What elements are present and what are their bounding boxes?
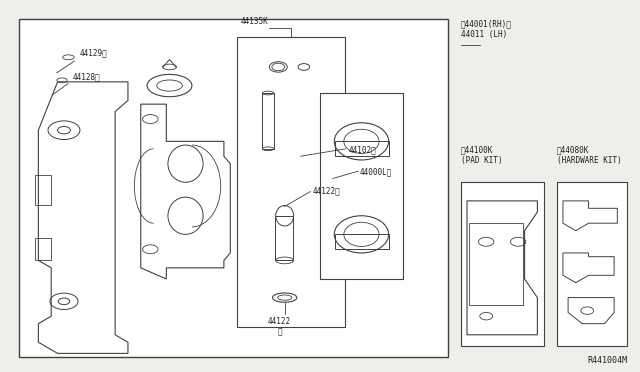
Bar <box>35 238 51 260</box>
Text: 44122
※: 44122 ※ <box>268 317 291 336</box>
Bar <box>237 37 346 327</box>
Bar <box>275 216 293 260</box>
Text: 44129※: 44129※ <box>80 49 108 58</box>
Text: 44000L※: 44000L※ <box>360 167 392 176</box>
Bar <box>320 93 403 279</box>
Bar <box>461 182 544 346</box>
Bar <box>262 93 274 149</box>
Text: 44122※: 44122※ <box>312 186 340 195</box>
Text: 44135K: 44135K <box>241 17 269 26</box>
Text: 44128※: 44128※ <box>72 72 100 81</box>
Text: ※44100K
(PAD KIT): ※44100K (PAD KIT) <box>461 146 502 165</box>
Text: 44102※: 44102※ <box>349 145 376 154</box>
Bar <box>557 182 627 346</box>
Bar <box>35 175 51 205</box>
Text: R441004M: R441004M <box>587 356 627 365</box>
Text: ※44001(RH)※
44011 (LH): ※44001(RH)※ 44011 (LH) <box>461 20 511 39</box>
Text: ※44080K
(HARDWARE KIT): ※44080K (HARDWARE KIT) <box>557 146 621 165</box>
Bar <box>335 234 389 249</box>
Bar <box>19 19 448 357</box>
Bar <box>335 141 389 156</box>
Bar <box>469 223 524 305</box>
